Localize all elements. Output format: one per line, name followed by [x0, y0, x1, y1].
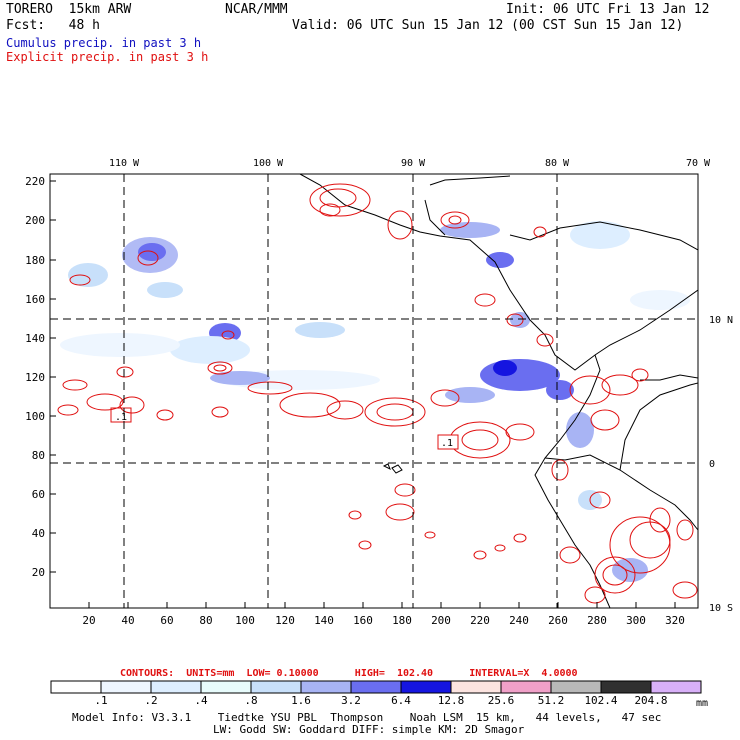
left-y-ticks [50, 180, 56, 573]
y-label: 120 [25, 371, 45, 384]
colorbar-threshold-label: 102.4 [584, 694, 618, 707]
colorbar-threshold-label: 1.6 [291, 694, 311, 707]
x-label: 140 [314, 614, 334, 627]
x-label: 320 [665, 614, 685, 627]
y-label: 20 [32, 566, 45, 579]
y-label: 160 [25, 293, 45, 306]
precip-colorbar [50, 680, 702, 694]
box-label-2: .1 [441, 438, 453, 449]
x-label: 300 [626, 614, 646, 627]
lat-label: 10 N [709, 315, 733, 326]
valid-time: Valid: 06 UTC Sun 15 Jan 12 (00 CST Sun … [292, 18, 684, 33]
colorbar-threshold-label: 25.6 [487, 694, 515, 707]
model-info-line2: LW: Godd SW: Goddard DIFF: simple KM: 2D… [213, 723, 525, 736]
colorbar-threshold-label: 12.8 [437, 694, 465, 707]
colorbar-swatch [550, 680, 602, 694]
colorbar-swatch [300, 680, 352, 694]
colorbar-unit: mm [696, 698, 708, 709]
cumulus-precip-areas [60, 221, 690, 582]
lon-label: 80 W [545, 158, 570, 169]
y-label: 200 [25, 214, 45, 227]
x-label: 120 [275, 614, 295, 627]
colorbar-swatch [600, 680, 652, 694]
colorbar-swatch [650, 680, 702, 694]
lon-label: 90 W [401, 158, 426, 169]
right-latitude-labels: 10 N 0 10 S [709, 315, 733, 614]
x-label: 220 [470, 614, 490, 627]
lat-lon-grid [50, 174, 698, 608]
y-label: 40 [32, 527, 45, 540]
colorbar-swatch [200, 680, 252, 694]
left-y-labels: 220 200 180 160 140 120 100 80 60 40 20 [25, 175, 45, 579]
colorbar-swatch [150, 680, 202, 694]
x-label: 280 [587, 614, 607, 627]
colorbar-swatch [450, 680, 502, 694]
colorbar-swatch [400, 680, 452, 694]
colorbar-threshold-label: .4 [194, 694, 208, 707]
explicit-precip-contours [57, 183, 698, 604]
colorbar-threshold-label: .2 [144, 694, 158, 707]
colorbar-threshold-label: 51.2 [537, 694, 565, 707]
colorbar-swatch [500, 680, 552, 694]
colorbar-swatch [50, 680, 102, 694]
colorbar-swatch [350, 680, 402, 694]
y-label: 180 [25, 254, 45, 267]
map-content [57, 174, 698, 608]
box-label-1: .1 [115, 412, 127, 423]
y-label: 100 [25, 410, 45, 423]
bottom-x-ticks [88, 602, 676, 608]
x-label: 240 [509, 614, 529, 627]
colorbar-swatch [100, 680, 152, 694]
x-label: 40 [121, 614, 134, 627]
contour-box-2 [437, 434, 459, 450]
colorbar-threshold-label: 6.4 [391, 694, 411, 707]
x-label: 100 [235, 614, 255, 627]
bottom-x-labels: 20 40 60 80 100 120 140 160 180 200 220 … [82, 614, 685, 627]
top-longitude-labels: 110 W 100 W 90 W 80 W 70 W [109, 158, 711, 169]
colorbar-threshold-label: 204.8 [634, 694, 668, 707]
legend-cumulus: Cumulus precip. in past 3 h [6, 36, 202, 50]
x-label: 260 [548, 614, 568, 627]
x-label: 180 [392, 614, 412, 627]
y-label: 80 [32, 449, 45, 462]
map-border [49, 173, 699, 609]
colorbar-threshold-label: 3.2 [341, 694, 361, 707]
contour-box-1 [110, 407, 132, 423]
lon-label: 110 W [109, 158, 140, 169]
y-label: 140 [25, 332, 45, 345]
org-label: NCAR/MMM [225, 2, 288, 17]
lon-label: 70 W [686, 158, 711, 169]
contours-info: CONTOURS: UNITS=mm LOW= 0.10000 HIGH= 10… [120, 668, 578, 679]
colorbar-swatch [250, 680, 302, 694]
y-label: 60 [32, 488, 45, 501]
lon-label: 100 W [253, 158, 284, 169]
init-time: Init: 06 UTC Fri 13 Jan 12 [506, 2, 710, 17]
model-title: TORERO 15km ARW [6, 2, 132, 17]
x-label: 60 [160, 614, 173, 627]
legend-explicit: Explicit precip. in past 3 h [6, 50, 209, 64]
colorbar-threshold-label: .8 [244, 694, 258, 707]
lat-label: 0 [709, 459, 715, 470]
forecast-hour: Fcst: 48 h [6, 18, 100, 33]
x-label: 160 [353, 614, 373, 627]
model-info-line1: Model Info: V3.3.1 Tiedtke YSU PBL Thomp… [72, 711, 662, 724]
coastlines [299, 174, 698, 608]
x-label: 200 [431, 614, 451, 627]
colorbar-threshold-label: .1 [94, 694, 108, 707]
x-label: 20 [82, 614, 95, 627]
y-label: 220 [25, 175, 45, 188]
x-label: 80 [199, 614, 212, 627]
lat-label: 10 S [709, 603, 733, 614]
